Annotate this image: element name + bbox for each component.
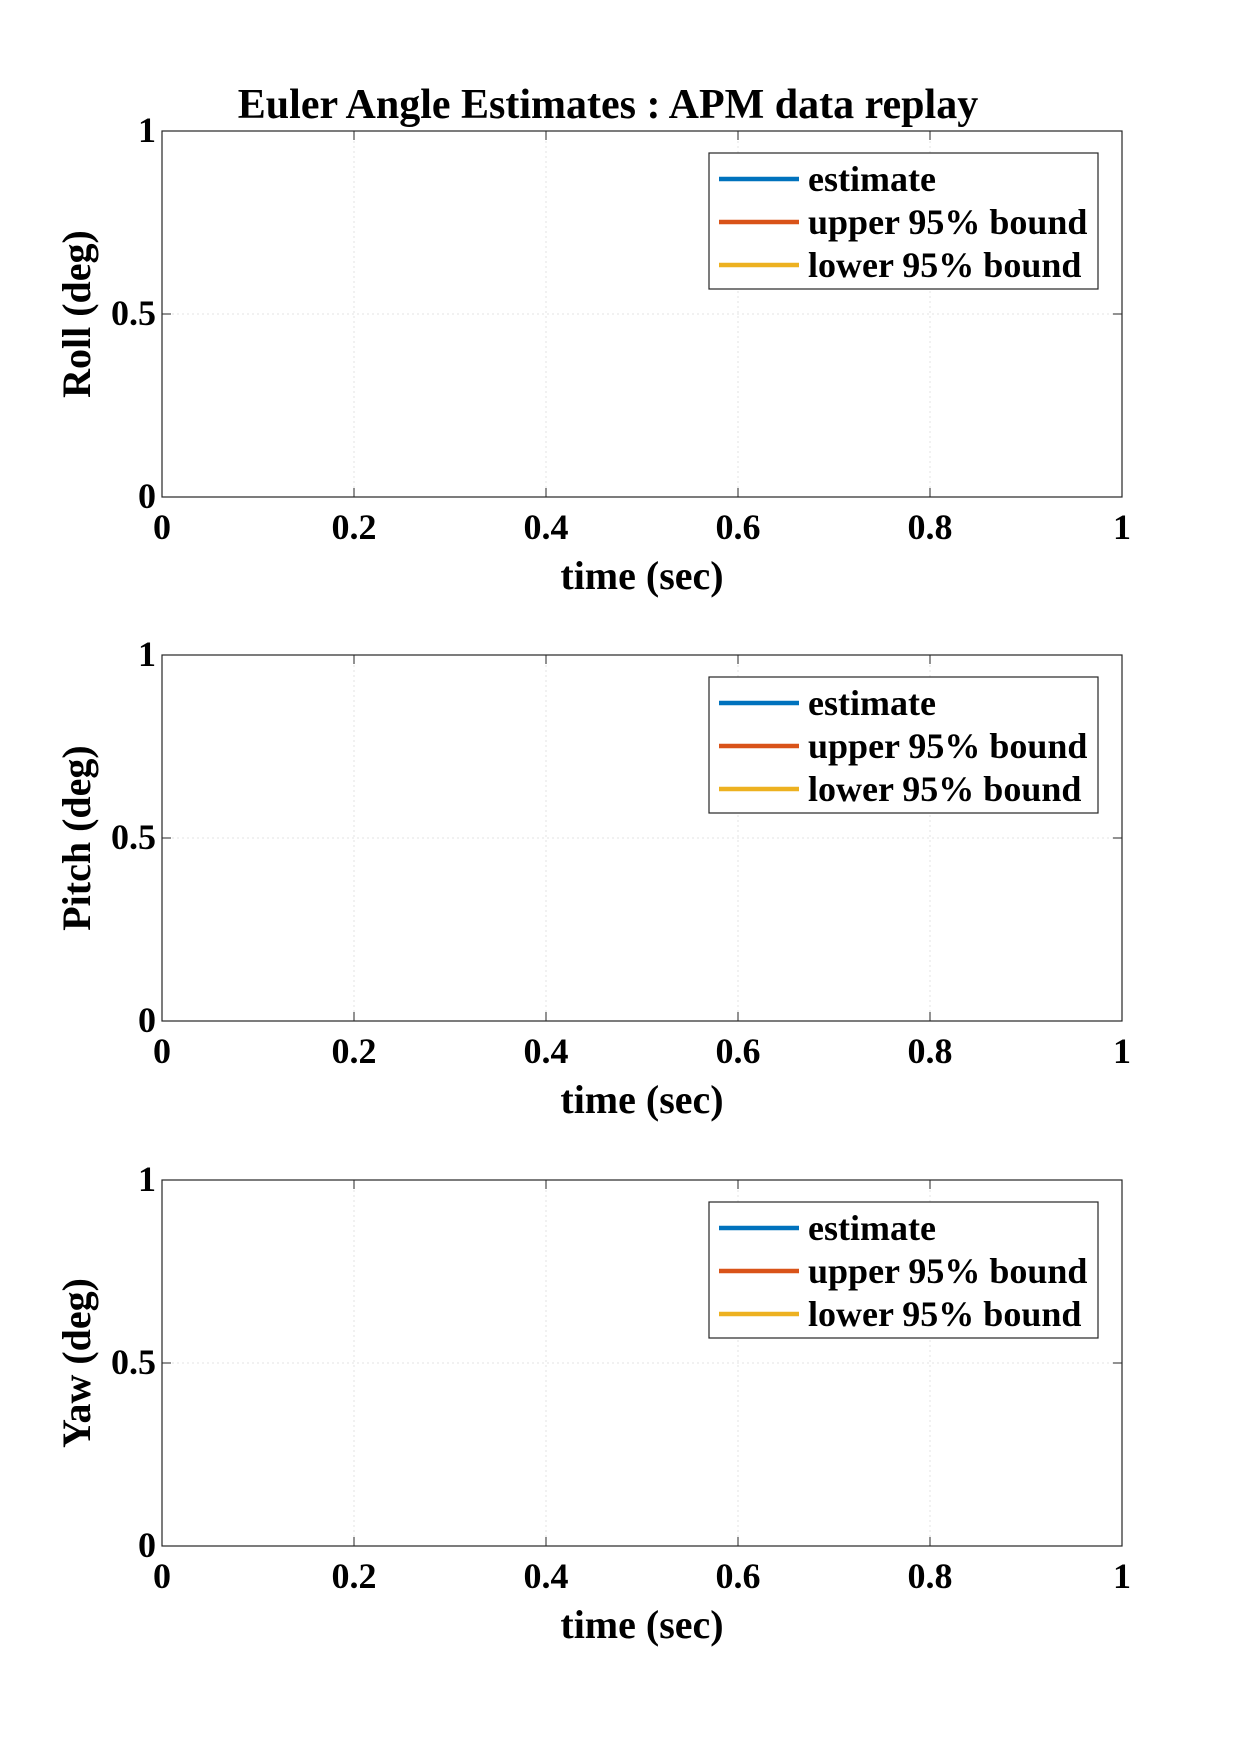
y-tick-label: 0.5 xyxy=(111,293,156,333)
x-axis-label: time (sec) xyxy=(560,1602,723,1647)
x-tick-label: 1 xyxy=(1113,1031,1131,1071)
x-tick-label: 0.4 xyxy=(524,507,569,547)
y-tick-label: 1 xyxy=(138,1159,156,1199)
legend-label-2: upper 95% bound xyxy=(808,202,1087,242)
axes-box xyxy=(161,654,1123,1022)
legend-label-3: lower 95% bound xyxy=(808,245,1081,285)
subplot-2: 0 0.2 0.4 0.6 0.8 1 0 0.5 1 time (sec) Pitch (deg)… xyxy=(54,634,1131,1122)
x-tick-label: 1 xyxy=(1113,507,1131,547)
legend-label-1: estimate xyxy=(808,1208,936,1248)
legend-label-1: estimate xyxy=(808,159,936,199)
legend-label-1: estimate xyxy=(808,683,936,723)
y-tick-label: 1 xyxy=(138,634,156,674)
x-axis-label: time (sec) xyxy=(560,553,723,598)
axes-box xyxy=(161,130,1123,498)
y-tick-label: 1 xyxy=(138,110,156,150)
x-tick-label: 0.6 xyxy=(716,1556,761,1596)
x-tick-label: 0 xyxy=(153,507,171,547)
x-tick-label: 0.8 xyxy=(908,507,953,547)
legend-label-2: upper 95% bound xyxy=(808,1251,1087,1291)
y-axis-label: Roll (deg) xyxy=(54,230,99,398)
subplot-1: 0 0.2 0.4 0.6 0.8 1 0 0.5 1 time (sec) Roll (deg) e… xyxy=(54,110,1131,598)
y-tick-label: 0 xyxy=(138,1525,156,1565)
subplots-container: 0 0.2 0.4 0.6 0.8 1 0 0.5 1 time (sec) Roll (deg) e… xyxy=(54,110,1131,1647)
x-tick-label: 0.6 xyxy=(716,507,761,547)
figure-title: Euler Angle Estimates : APM data replay xyxy=(238,82,978,128)
x-axis-label: time (sec) xyxy=(560,1077,723,1122)
legend-label-2: upper 95% bound xyxy=(808,726,1087,766)
x-tick-label: 0 xyxy=(153,1031,171,1071)
x-tick-label: 0.4 xyxy=(524,1031,569,1071)
y-tick-label: 0.5 xyxy=(111,817,156,857)
x-tick-label: 0.6 xyxy=(716,1031,761,1071)
subplot-3: 0 0.2 0.4 0.6 0.8 1 0 0.5 1 time (sec) Yaw (deg) es… xyxy=(54,1159,1131,1647)
x-tick-label: 0.2 xyxy=(332,507,377,547)
y-tick-label: 0 xyxy=(138,1000,156,1040)
x-tick-label: 0.4 xyxy=(524,1556,569,1596)
x-tick-label: 0.2 xyxy=(332,1556,377,1596)
legend-label-3: lower 95% bound xyxy=(808,769,1081,809)
x-tick-label: 0.8 xyxy=(908,1031,953,1071)
x-tick-label: 1 xyxy=(1113,1556,1131,1596)
y-axis-label: Yaw (deg) xyxy=(54,1278,99,1448)
x-tick-label: 0.2 xyxy=(332,1031,377,1071)
legend-label-3: lower 95% bound xyxy=(808,1294,1081,1334)
y-axis-label: Pitch (deg) xyxy=(54,745,99,931)
y-tick-label: 0 xyxy=(138,476,156,516)
axes-box xyxy=(161,1179,1123,1547)
x-tick-label: 0.8 xyxy=(908,1556,953,1596)
x-tick-label: 0 xyxy=(153,1556,171,1596)
y-tick-label: 0.5 xyxy=(111,1342,156,1382)
